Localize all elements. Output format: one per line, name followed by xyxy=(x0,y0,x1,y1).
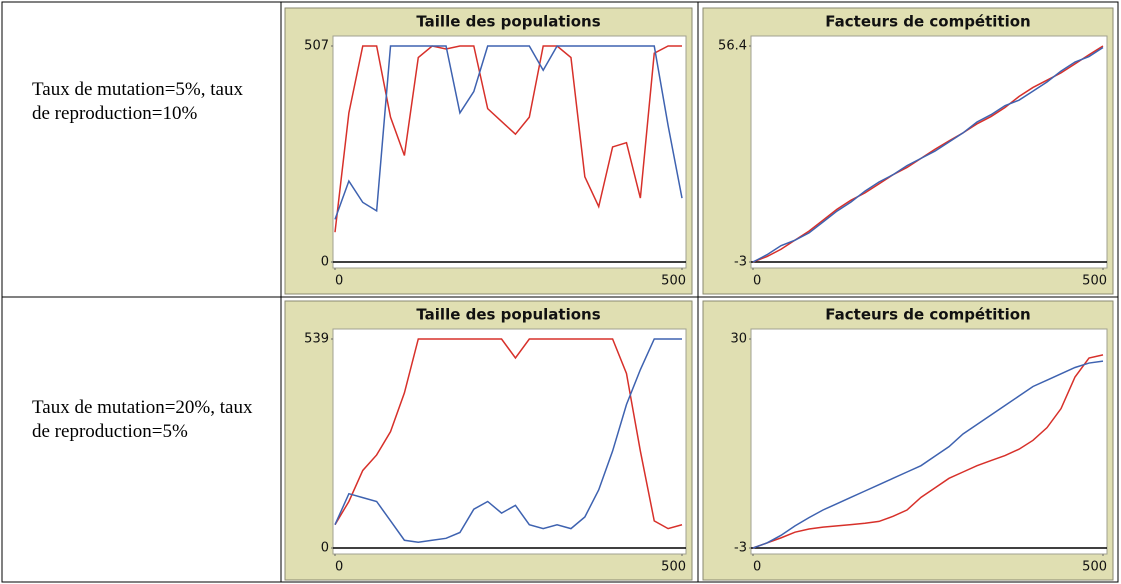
y-tick-label: 539 xyxy=(304,332,329,347)
y-tick-label: -3 xyxy=(734,255,747,270)
y-tick-label: 0 xyxy=(321,255,329,270)
y-tick-label: 507 xyxy=(304,39,329,54)
series-line xyxy=(334,338,683,530)
series-line xyxy=(334,45,683,220)
chart-title: Taille des populations xyxy=(416,306,600,324)
row-label: Taux de mutation=20%, taux de reproducti… xyxy=(32,397,253,442)
chart-title: Facteurs de compétition xyxy=(825,13,1030,31)
y-tick-label: -3 xyxy=(734,541,747,556)
x-tick-label: 0 xyxy=(335,560,343,575)
row-label: Taux de mutation=5%, taux de reproductio… xyxy=(32,79,243,124)
series-line xyxy=(334,45,682,233)
series-line xyxy=(752,45,1104,263)
x-tick-label: 500 xyxy=(1082,274,1107,289)
x-tick-label: 0 xyxy=(753,274,761,289)
y-tick-label: 0 xyxy=(321,541,329,556)
chart-title: Taille des populations xyxy=(416,13,600,31)
chart-title: Facteurs de compétition xyxy=(825,306,1030,324)
series-line xyxy=(752,46,1104,263)
x-tick-label: 0 xyxy=(753,560,761,575)
series-line xyxy=(752,360,1104,549)
x-tick-label: 0 xyxy=(335,274,343,289)
y-tick-label: 30 xyxy=(730,332,747,347)
x-tick-label: 500 xyxy=(661,274,686,289)
x-tick-label: 500 xyxy=(1082,560,1107,575)
x-tick-label: 500 xyxy=(661,560,686,575)
plot-area xyxy=(332,328,687,555)
series-line xyxy=(334,338,682,543)
series-line xyxy=(752,354,1104,549)
y-tick-label: 56.4 xyxy=(718,39,747,54)
plot-area xyxy=(332,35,687,269)
